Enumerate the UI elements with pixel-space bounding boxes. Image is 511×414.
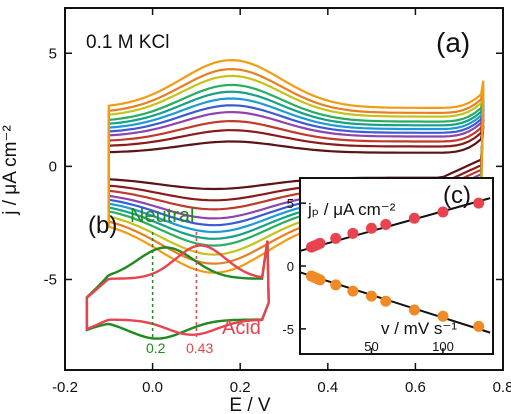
main-x-axis-label: E / V [229, 395, 271, 414]
panel-c-label: (c) [443, 182, 471, 209]
anodic-peak-point [365, 222, 377, 234]
fit-line [299, 197, 491, 252]
anodic-peak-point [380, 219, 392, 231]
cathodic-peak-point [347, 285, 359, 297]
y-tick-label: 5 [49, 45, 57, 62]
inset-c-y-tick-label: 0 [287, 259, 294, 274]
anodic-peak-point [314, 237, 326, 249]
y-tick-label: -5 [44, 272, 57, 289]
cathodic-peak-point [437, 310, 449, 322]
anodic-peak-point [347, 227, 359, 239]
x-tick-label: 0.6 [405, 379, 426, 396]
anodic-peak-point [330, 232, 342, 244]
anodic-peak-point [408, 212, 420, 224]
inset-c-x-tick-label: 50 [364, 339, 378, 354]
x-tick-label: 0.0 [142, 379, 163, 396]
acid-label: Acid [222, 317, 261, 339]
x-tick-label: -0.2 [52, 379, 78, 396]
anodic-peak-point [473, 197, 485, 209]
cathodic-peak-point [408, 304, 420, 316]
inset-c-frame [299, 177, 494, 355]
panel-b-label: (b) [88, 212, 117, 239]
inset-b [85, 232, 270, 340]
inset-c-x-label: v / mV s⁻¹ [381, 319, 457, 338]
main-y-axis-label: j / μA cm⁻² [0, 125, 21, 216]
main-axis-ticks: -0.2 0.0 0.2 0.4 0.6 0.850-5 [44, 8, 511, 396]
x-tick-label: 0.4 [317, 379, 338, 396]
cathodic-peak-point [473, 320, 485, 332]
cathodic-peak-point [314, 274, 326, 286]
main-plot-frame [64, 7, 504, 371]
acid-cv-curve [85, 240, 270, 337]
inset-c-y-label: jₚ / μA cm⁻² [307, 200, 396, 219]
inset-c-x-tick-label: 100 [432, 339, 454, 354]
panel-a-label: (a) [436, 27, 470, 58]
cv-curve [107, 58, 485, 274]
inset-c-y-tick-label: 5 [287, 196, 294, 211]
acid-potential-label: 0.43 [186, 340, 213, 356]
x-tick-label: 0.2 [230, 379, 251, 396]
y-tick-label: 0 [49, 158, 57, 175]
neutral-label: Neutral [130, 205, 194, 227]
electrolyte-annotation: 0.1 M KCl [86, 32, 169, 53]
neutral-potential-label: 0.2 [146, 340, 166, 356]
inset-c-y-tick-label: -5 [282, 322, 294, 337]
x-tick-label: 0.8 [493, 379, 511, 396]
cathodic-peak-point [380, 295, 392, 307]
cathodic-peak-point [365, 290, 377, 302]
anodic-peak-point [437, 206, 449, 218]
cathodic-peak-point [330, 279, 342, 291]
